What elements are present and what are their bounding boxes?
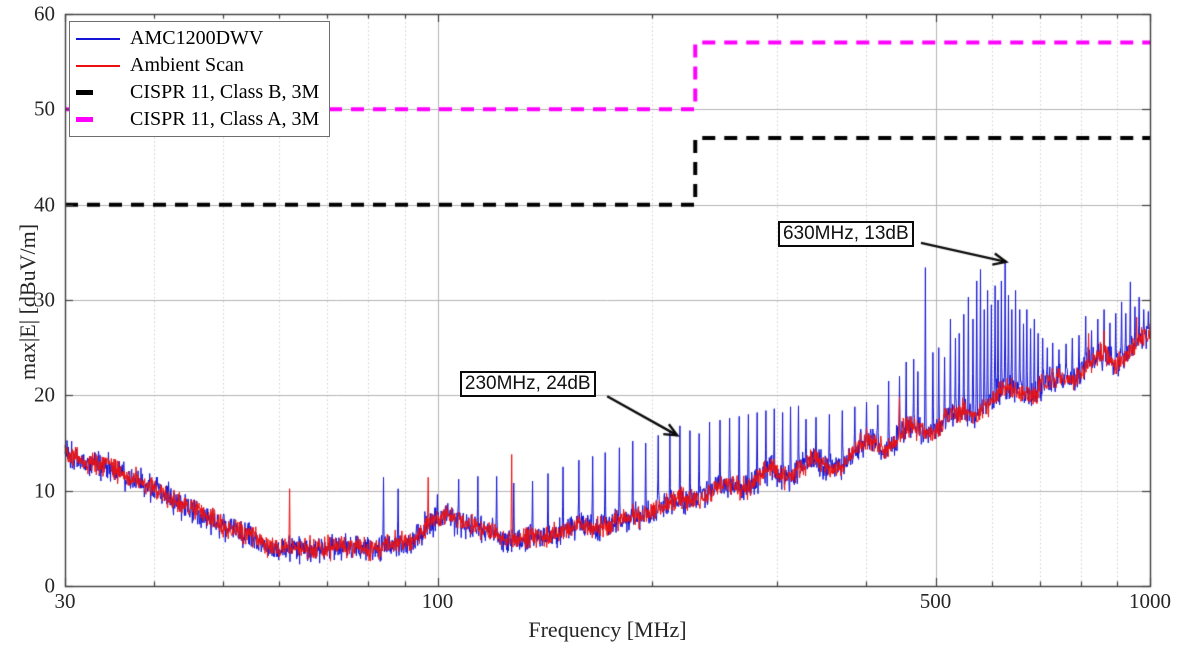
y-tick-label-60: 60	[34, 1, 55, 26]
x-tick-label-500: 500	[919, 589, 952, 613]
legend-label: AMC1200DWV	[130, 27, 264, 49]
legend-line-sample-blue	[76, 37, 126, 40]
annotation-230mhz: 230MHz, 24dB	[459, 370, 596, 397]
x-axis-label: Frequency [MHz]	[528, 617, 687, 642]
y-tick-label-10: 10	[34, 478, 55, 503]
y-tick-label-50: 50	[34, 96, 55, 121]
x-tick-label-30: 30	[54, 589, 76, 613]
legend-dash-sample-magenta	[76, 117, 126, 122]
legend-label: CISPR 11, Class B, 3M	[130, 81, 320, 103]
y-tick-label-30: 30	[34, 287, 55, 312]
x-tick-label-1000: 1000	[1129, 589, 1171, 613]
legend-label: Ambient Scan	[130, 54, 244, 76]
annotation-630mhz: 630MHz, 13dB	[777, 220, 914, 247]
legend-dash-sample-black	[76, 90, 126, 95]
legend-row-ambient-scan: Ambient Scan	[76, 52, 319, 79]
x-tick-label-100: 100	[421, 589, 454, 613]
y-tick-label-40: 40	[34, 192, 55, 217]
legend-label: CISPR 11, Class A, 3M	[130, 108, 320, 130]
legend: AMC1200DWV Ambient Scan CISPR 11, Class …	[69, 21, 331, 137]
legend-line-sample-red	[76, 64, 126, 67]
legend-row-amc1200dwv: AMC1200DWV	[76, 25, 319, 52]
legend-row-cispr-class-b: CISPR 11, Class B, 3M	[76, 79, 319, 106]
y-tick-label-0: 0	[44, 573, 56, 598]
legend-row-cispr-class-a: CISPR 11, Class A, 3M	[76, 106, 319, 133]
y-tick-label-20: 20	[34, 382, 55, 407]
